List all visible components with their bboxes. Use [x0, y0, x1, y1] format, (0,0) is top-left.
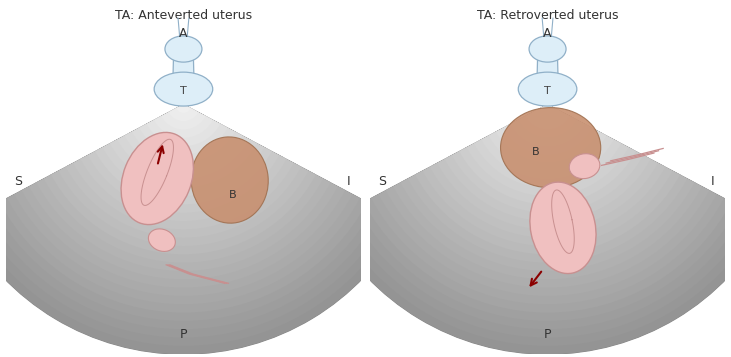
- Wedge shape: [327, 105, 731, 354]
- Polygon shape: [537, 60, 558, 89]
- Ellipse shape: [154, 72, 213, 106]
- Wedge shape: [110, 105, 257, 188]
- Text: P: P: [180, 328, 187, 341]
- Wedge shape: [44, 105, 323, 263]
- Wedge shape: [379, 105, 716, 296]
- Wedge shape: [73, 105, 294, 229]
- Wedge shape: [474, 105, 621, 188]
- Wedge shape: [95, 105, 272, 205]
- Wedge shape: [386, 105, 709, 288]
- Wedge shape: [342, 105, 731, 338]
- Wedge shape: [37, 105, 330, 271]
- Ellipse shape: [191, 137, 268, 223]
- Wedge shape: [452, 105, 643, 213]
- Ellipse shape: [165, 36, 202, 62]
- Wedge shape: [371, 105, 724, 304]
- Wedge shape: [334, 105, 731, 346]
- Wedge shape: [415, 105, 680, 254]
- Wedge shape: [162, 105, 205, 130]
- Text: S: S: [379, 175, 387, 188]
- Wedge shape: [0, 105, 404, 354]
- Wedge shape: [466, 105, 629, 196]
- Wedge shape: [0, 105, 389, 338]
- Text: P: P: [544, 328, 551, 341]
- Wedge shape: [132, 105, 235, 163]
- Wedge shape: [444, 105, 651, 221]
- Wedge shape: [518, 105, 577, 138]
- Wedge shape: [88, 105, 279, 213]
- Wedge shape: [408, 105, 687, 263]
- Text: A: A: [179, 27, 188, 40]
- Text: TA: Retroverted uterus: TA: Retroverted uterus: [477, 9, 618, 22]
- Wedge shape: [125, 105, 242, 171]
- Wedge shape: [0, 105, 404, 354]
- Wedge shape: [140, 105, 227, 155]
- Wedge shape: [496, 105, 599, 163]
- Wedge shape: [540, 105, 555, 113]
- Wedge shape: [0, 105, 367, 313]
- Ellipse shape: [148, 229, 175, 251]
- Wedge shape: [364, 105, 731, 313]
- Wedge shape: [511, 105, 584, 146]
- Ellipse shape: [501, 107, 601, 188]
- Wedge shape: [327, 105, 731, 354]
- Wedge shape: [66, 105, 301, 238]
- Wedge shape: [29, 105, 338, 279]
- Wedge shape: [533, 105, 562, 121]
- Text: A: A: [543, 27, 552, 40]
- Wedge shape: [0, 105, 382, 329]
- Text: B: B: [531, 147, 539, 157]
- Text: T: T: [544, 86, 551, 96]
- Text: I: I: [346, 175, 350, 188]
- Text: I: I: [711, 175, 714, 188]
- Wedge shape: [423, 105, 673, 246]
- Wedge shape: [102, 105, 265, 196]
- Wedge shape: [401, 105, 694, 271]
- Ellipse shape: [569, 154, 600, 178]
- Ellipse shape: [529, 36, 566, 62]
- Wedge shape: [393, 105, 702, 279]
- Text: TA: Anteverted uterus: TA: Anteverted uterus: [115, 9, 252, 22]
- Ellipse shape: [518, 72, 577, 106]
- Wedge shape: [489, 105, 606, 171]
- Wedge shape: [430, 105, 665, 238]
- Wedge shape: [526, 105, 569, 130]
- Wedge shape: [176, 105, 191, 113]
- Text: B: B: [229, 190, 237, 201]
- Wedge shape: [459, 105, 636, 205]
- Wedge shape: [22, 105, 345, 288]
- Wedge shape: [169, 105, 198, 121]
- Text: T: T: [180, 86, 187, 96]
- Text: S: S: [15, 175, 23, 188]
- Wedge shape: [7, 105, 360, 304]
- Wedge shape: [58, 105, 308, 246]
- Wedge shape: [15, 105, 352, 296]
- Wedge shape: [482, 105, 614, 180]
- Wedge shape: [357, 105, 731, 321]
- Wedge shape: [349, 105, 731, 329]
- Wedge shape: [51, 105, 316, 254]
- Wedge shape: [147, 105, 220, 146]
- Wedge shape: [154, 105, 213, 138]
- Polygon shape: [173, 60, 194, 89]
- Ellipse shape: [530, 182, 596, 273]
- Wedge shape: [504, 105, 591, 155]
- Wedge shape: [437, 105, 658, 229]
- Wedge shape: [0, 105, 397, 346]
- Wedge shape: [80, 105, 287, 221]
- Wedge shape: [117, 105, 249, 180]
- Wedge shape: [0, 105, 374, 321]
- Ellipse shape: [121, 132, 194, 225]
